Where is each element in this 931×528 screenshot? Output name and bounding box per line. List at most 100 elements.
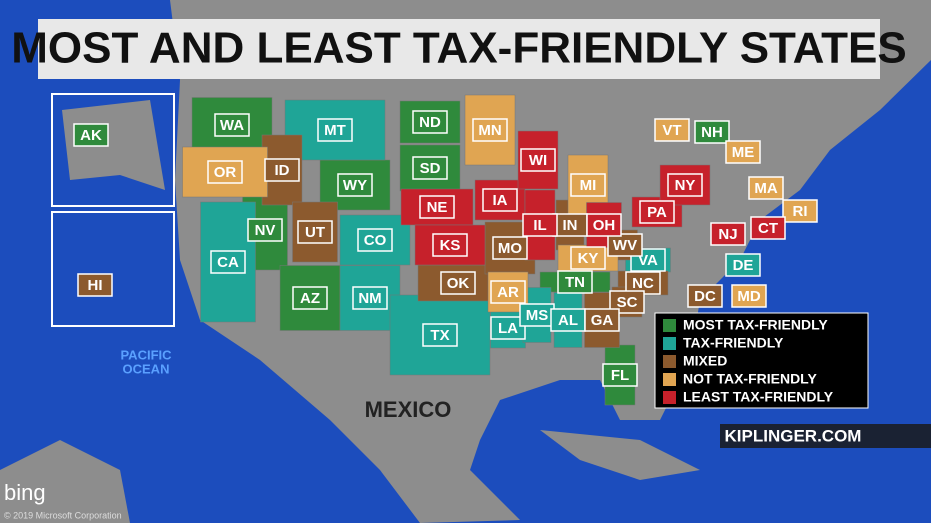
state-label: CT xyxy=(758,220,778,237)
map-brand: bing xyxy=(4,480,46,505)
state-label: AK xyxy=(80,127,102,144)
state-label-box xyxy=(750,216,786,240)
state-label-box xyxy=(490,280,526,304)
island xyxy=(540,430,700,480)
state-label: MN xyxy=(478,122,501,139)
legend-swatch xyxy=(663,337,676,350)
legend xyxy=(654,312,869,409)
state-label: ND xyxy=(419,114,441,131)
state-label: IL xyxy=(533,217,546,234)
country-label: MEXICO xyxy=(365,397,452,422)
state-label: DC xyxy=(694,288,716,305)
hawaii-inset xyxy=(51,211,175,327)
states: WA ND SD WY NV AZ TN FL NH AK MT CO CA NM TX LA MS AL VA DE… xyxy=(73,94,818,406)
state-label: LA xyxy=(498,320,518,337)
ocean-label: PACIFIC xyxy=(120,347,172,362)
state-label: NC xyxy=(632,275,654,292)
state-label-box xyxy=(297,220,333,244)
state-label: HI xyxy=(88,277,103,294)
state-label: VT xyxy=(662,122,681,139)
state-label-box xyxy=(412,110,448,134)
legend-swatch xyxy=(663,355,676,368)
land xyxy=(62,100,165,190)
state-label-box xyxy=(748,176,784,200)
state-label-box xyxy=(710,222,746,246)
state-label-box xyxy=(357,228,393,252)
state-label-box xyxy=(570,173,606,197)
state-label-box xyxy=(694,120,730,144)
legend-swatch xyxy=(663,391,676,404)
state-label: TX xyxy=(430,327,449,344)
state-label-box xyxy=(472,118,508,142)
state-label-box xyxy=(782,199,818,223)
state-label-box xyxy=(210,250,246,274)
state-label: SD xyxy=(420,160,441,177)
state-label-box xyxy=(570,246,606,270)
state-label-box xyxy=(352,286,388,310)
state-label: AZ xyxy=(300,290,320,307)
legend-label: NOT TAX-FRIENDLY xyxy=(683,371,817,387)
state-label: OH xyxy=(593,217,616,234)
legend-items: MOST TAX-FRIENDLY TAX-FRIENDLY MIXED NOT TA… xyxy=(663,317,834,405)
state-label-box xyxy=(639,200,675,224)
state-label: VA xyxy=(638,252,658,269)
state-label: NM xyxy=(358,290,381,307)
state-label: SC xyxy=(617,294,638,311)
state-label-box xyxy=(607,233,643,257)
state-label-box xyxy=(731,284,767,308)
state-label: AR xyxy=(497,284,519,301)
title: MOST AND LEAST TAX-FRIENDLY STATES xyxy=(11,24,907,73)
state-label: PA xyxy=(647,204,667,221)
state-label-box xyxy=(557,270,593,294)
copyright: © 2019 Microsoft Corporation xyxy=(4,510,122,520)
state-label-box xyxy=(247,218,283,242)
state-label-box xyxy=(292,286,328,310)
state-label-box xyxy=(77,273,113,297)
state-label: OK xyxy=(447,275,470,292)
state-label: CA xyxy=(217,254,239,271)
state-label: CO xyxy=(364,232,387,249)
state-label: MS xyxy=(526,307,549,324)
state-label-box xyxy=(214,113,250,137)
state-label: WV xyxy=(613,237,637,254)
state-label: UT xyxy=(305,224,325,241)
state-label: MI xyxy=(580,177,597,194)
ocean-label: OCEAN xyxy=(123,361,170,376)
legend-label: TAX-FRIENDLY xyxy=(683,335,784,351)
state-label: DE xyxy=(733,257,754,274)
state-label-box xyxy=(490,316,526,340)
state-label-box xyxy=(725,140,761,164)
state-label: NH xyxy=(701,124,723,141)
state-label-box xyxy=(264,158,300,182)
state-label-box xyxy=(687,284,723,308)
state-label: NJ xyxy=(718,226,737,243)
legend-swatch xyxy=(663,373,676,386)
state-label-box xyxy=(667,173,703,197)
state-label-box xyxy=(73,123,109,147)
state-label-box xyxy=(432,233,468,257)
state-label-box xyxy=(725,253,761,277)
state-label: OR xyxy=(214,164,237,181)
state-label: IN xyxy=(563,217,578,234)
state-label-box xyxy=(654,118,690,142)
state-label: MO xyxy=(498,240,522,257)
legend-label: MIXED xyxy=(683,353,727,369)
state-label: KS xyxy=(440,237,461,254)
state-label: WI xyxy=(529,152,547,169)
state-label: NV xyxy=(255,222,276,239)
state-label-box xyxy=(482,188,518,212)
state-label: ME xyxy=(732,144,755,161)
state-label-box xyxy=(440,271,476,295)
state-label-box xyxy=(317,118,353,142)
state-label: MA xyxy=(754,180,777,197)
state-label-box xyxy=(337,173,373,197)
state-label: WA xyxy=(220,117,244,134)
state-label-box xyxy=(207,160,243,184)
state-label-box xyxy=(520,148,556,172)
state-label-box xyxy=(609,290,645,314)
state-label-box xyxy=(602,363,638,387)
state-label: KY xyxy=(578,250,599,267)
state-label: TN xyxy=(565,274,585,291)
